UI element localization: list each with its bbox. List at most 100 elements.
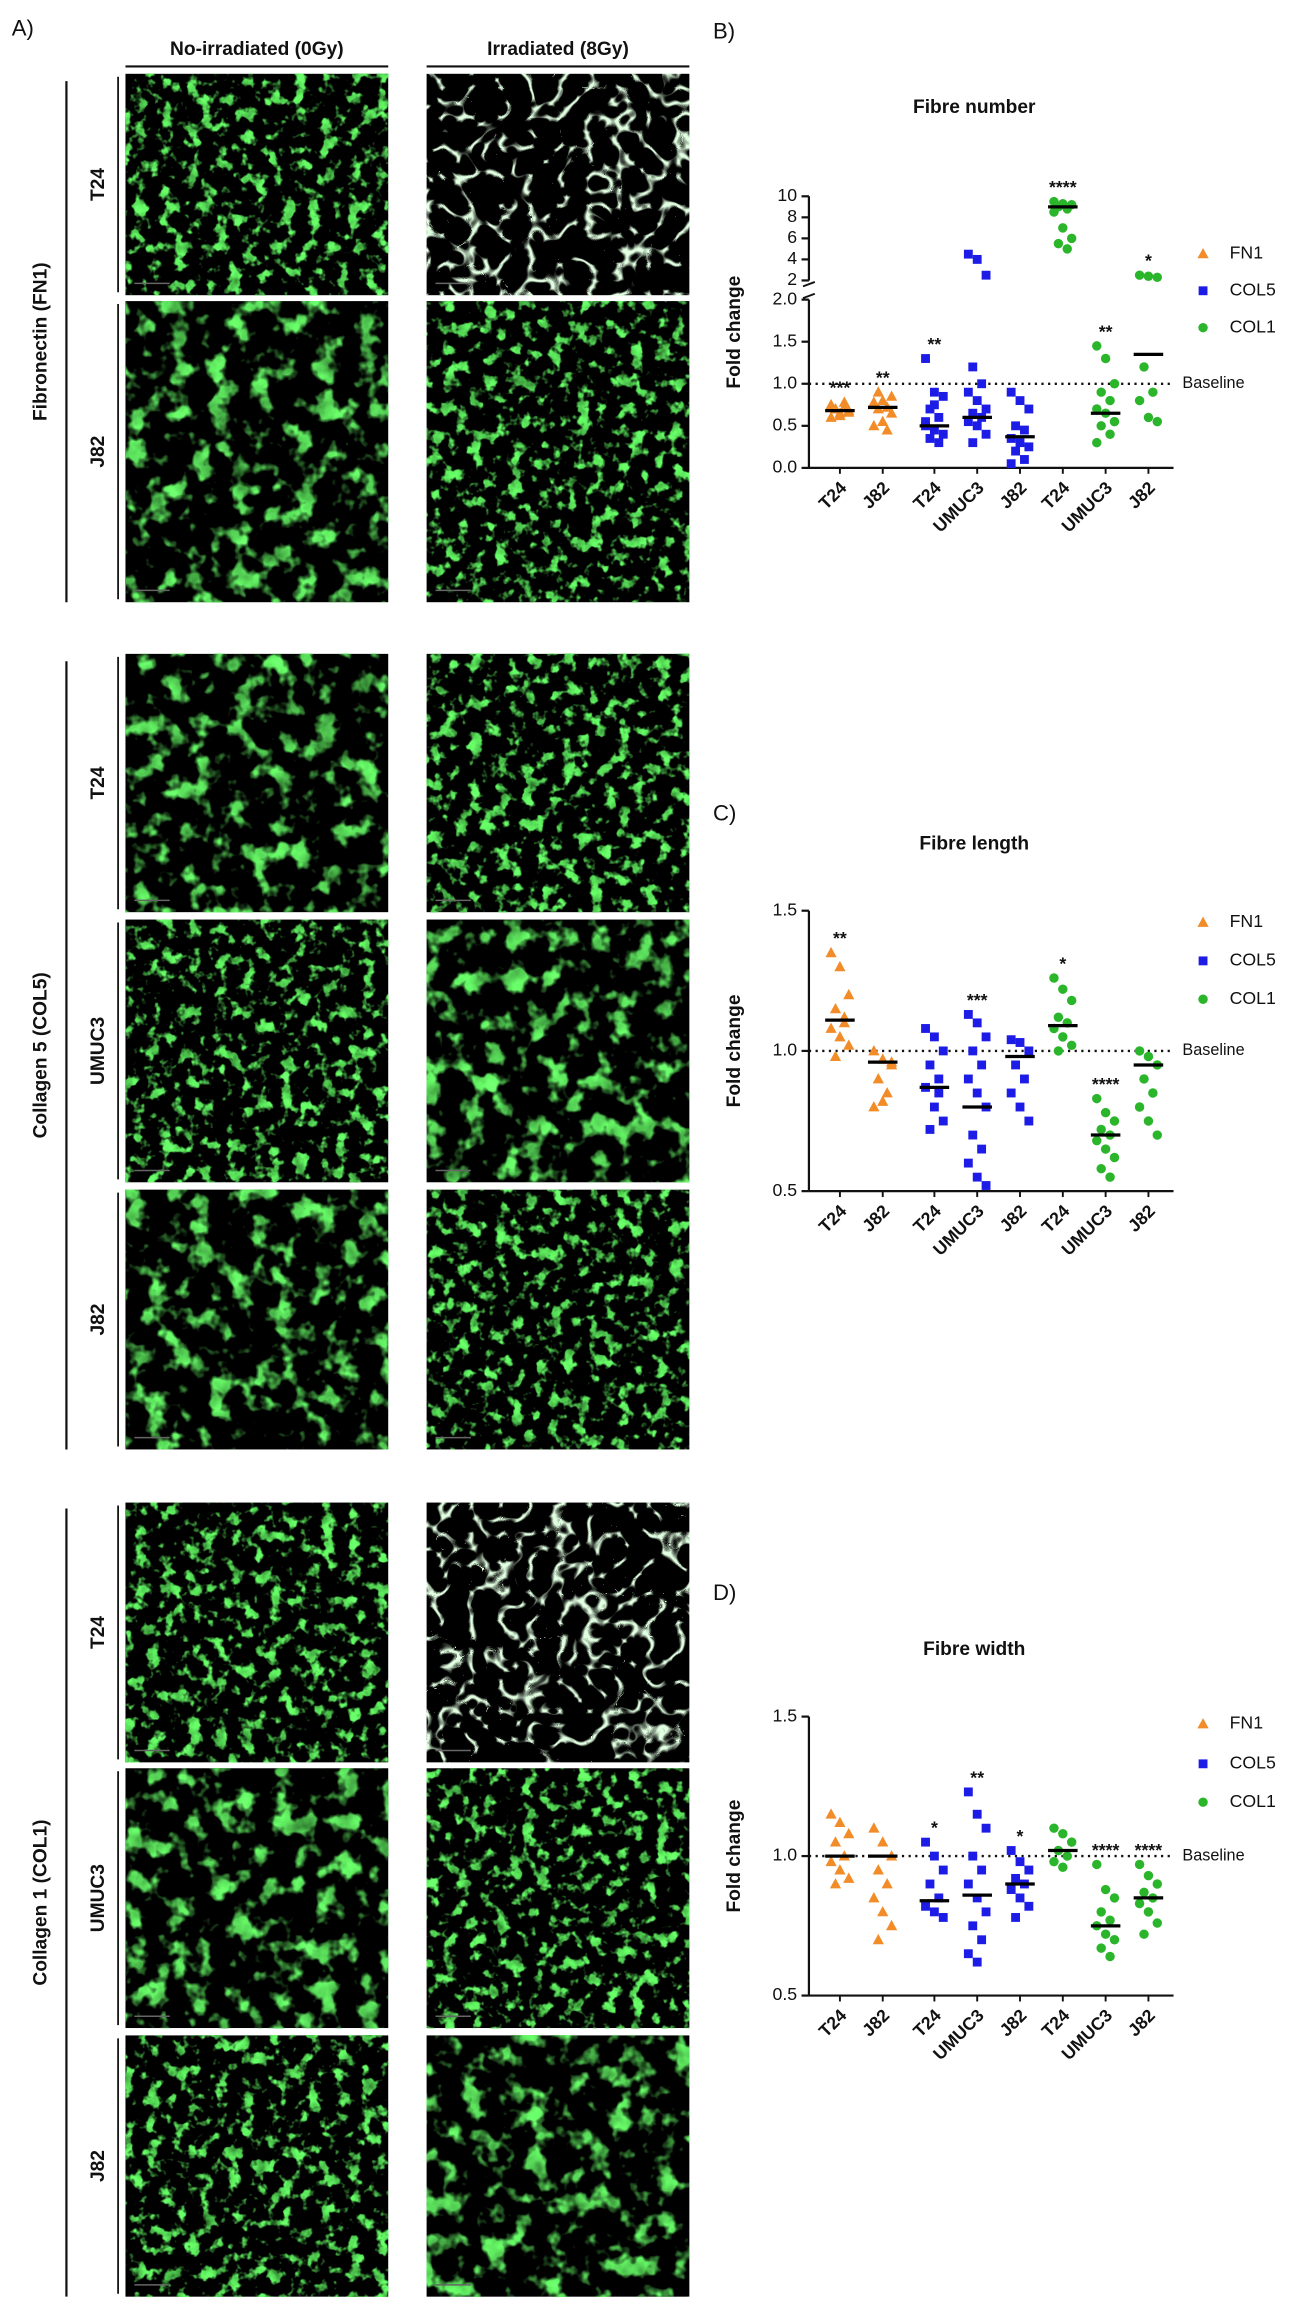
data-point (877, 1836, 889, 1847)
legend-label: FN1 (1230, 243, 1263, 263)
data-point (977, 1144, 987, 1154)
baseline-label: Baseline (1182, 1041, 1244, 1059)
data-point (972, 421, 982, 431)
y-tick-label: 8 (787, 206, 797, 226)
y-axis-label: Fold change (724, 1800, 745, 1913)
data-point (934, 1088, 944, 1098)
micrograph-signal (125, 919, 389, 1183)
data-point (1006, 1885, 1016, 1894)
data-point (1011, 1060, 1021, 1070)
legend-marker (1198, 322, 1208, 333)
data-point (977, 1865, 987, 1875)
legend-marker (1197, 247, 1209, 259)
data-point (872, 1864, 884, 1875)
x-tick-label: T24 (815, 1201, 851, 1237)
data-point (838, 396, 850, 407)
data-point (1011, 421, 1021, 431)
y-tick-label: 2.0 (772, 288, 797, 308)
y-tick-label: 2 (787, 269, 797, 289)
data-point (1109, 1935, 1120, 1945)
panel-label: C) (713, 801, 736, 826)
significance: **** (1049, 177, 1077, 197)
data-point (829, 1002, 842, 1014)
data-point (1096, 1163, 1106, 1174)
legend-marker (1198, 956, 1208, 966)
baseline-label: Baseline (1182, 374, 1244, 392)
data-point (1109, 1152, 1120, 1163)
data-point (885, 407, 898, 418)
data-point (1139, 1929, 1149, 1939)
data-point (1134, 270, 1145, 280)
micrograph-signal (426, 2035, 690, 2297)
data-point (972, 1172, 982, 1182)
micrograph-signal (426, 73, 690, 296)
data-point (963, 1074, 973, 1084)
chart-title: Fibre width (923, 1639, 1025, 1660)
data-point (834, 409, 846, 421)
significance: * (931, 1818, 938, 1838)
data-point (981, 270, 991, 280)
data-point (1062, 244, 1072, 254)
legend-marker (1198, 1797, 1208, 1807)
data-point (877, 1095, 889, 1106)
data-point (872, 1933, 884, 1945)
micrograph-signal (426, 301, 690, 603)
data-point (1011, 446, 1021, 456)
data-point (1024, 1865, 1034, 1875)
data-point (1058, 1829, 1068, 1839)
x-tick-label: T24 (909, 2005, 945, 2041)
data-point (963, 1949, 973, 1959)
data-point (1024, 1046, 1034, 1056)
baseline-label: Baseline (1182, 1846, 1244, 1864)
data-point (834, 1816, 846, 1828)
data-point (1020, 1074, 1029, 1084)
data-point (925, 434, 935, 443)
data-point (1134, 1102, 1145, 1112)
data-point (1105, 395, 1115, 406)
data-point (925, 1060, 935, 1070)
significance: ** (833, 928, 847, 948)
data-point (1066, 1040, 1077, 1051)
x-tick-label: T24 (815, 2005, 851, 2041)
data-point (929, 1907, 939, 1917)
data-point (843, 1872, 855, 1883)
significance: *** (967, 990, 988, 1010)
data-point (1066, 995, 1077, 1006)
column-header: Irradiated (8Gy) (487, 39, 629, 60)
data-point (981, 1181, 991, 1190)
data-point (1109, 416, 1120, 427)
data-point (921, 1901, 930, 1911)
data-point (934, 438, 944, 448)
x-tick-label: J82 (858, 1201, 893, 1236)
data-point (834, 1864, 846, 1875)
data-point (1148, 1088, 1158, 1098)
significance: ** (928, 334, 942, 354)
y-tick-label: 1.5 (772, 899, 797, 919)
data-point (977, 1060, 987, 1070)
chart-title: Fibre number (913, 97, 1036, 118)
data-point (868, 1892, 880, 1903)
y-tick-label: 1.5 (772, 1705, 797, 1725)
data-point (1015, 1893, 1025, 1903)
x-tick-label: J82 (1124, 2005, 1159, 2040)
data-point (1066, 1837, 1077, 1847)
data-point (981, 1032, 991, 1042)
data-point (972, 1088, 982, 1098)
data-point (981, 429, 991, 439)
data-point (934, 1074, 944, 1084)
x-tick-label: T24 (1038, 477, 1074, 513)
micrograph-signal (125, 1189, 389, 1450)
data-point (1096, 1907, 1106, 1917)
data-point (1143, 412, 1154, 423)
data-point (1024, 404, 1034, 414)
data-point (1058, 1032, 1068, 1042)
y-tick-label: 4 (787, 248, 797, 268)
significance: ** (1099, 321, 1113, 341)
data-point (829, 1878, 842, 1889)
data-point (938, 1116, 948, 1126)
data-point (977, 1935, 987, 1945)
y-tick-label: 1.5 (772, 330, 797, 350)
data-point (834, 960, 846, 972)
data-point (972, 1893, 982, 1903)
